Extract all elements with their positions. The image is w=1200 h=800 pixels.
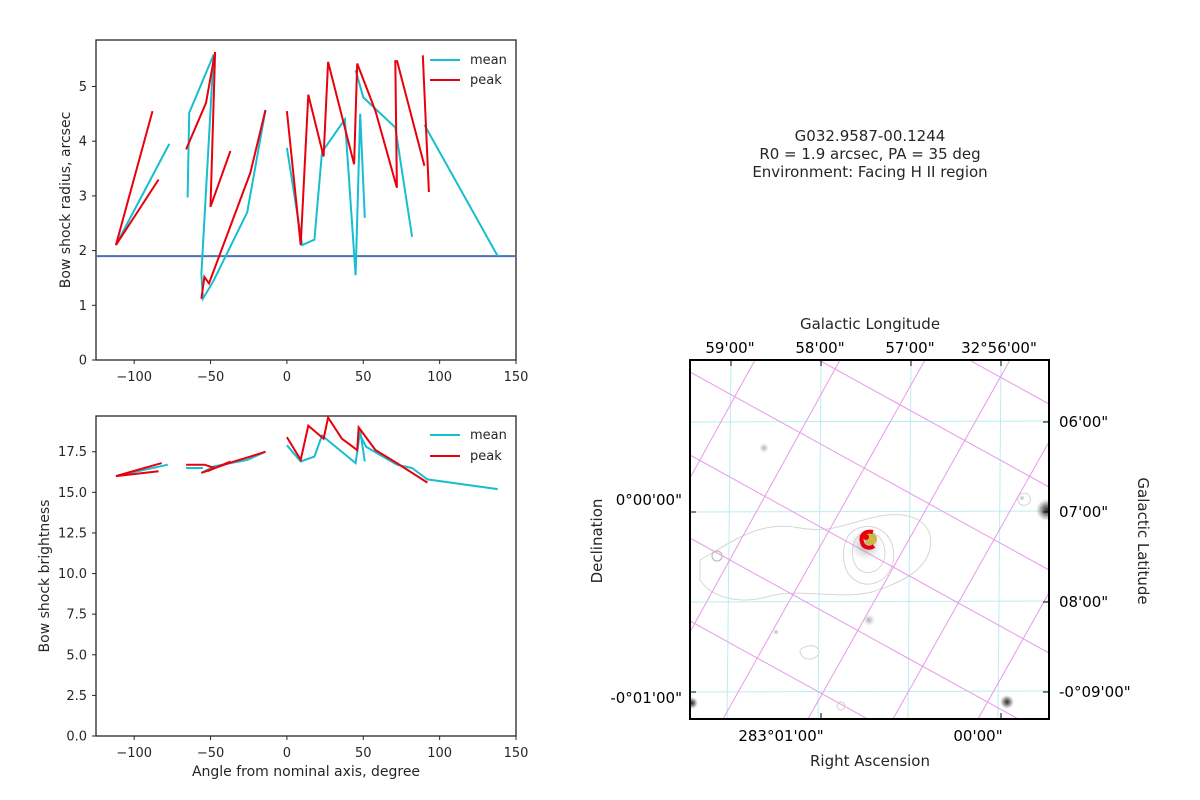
brightness-y-tick-label: 17.5 — [58, 445, 87, 460]
source-name: G032.9587-00.1244 — [795, 127, 946, 145]
brightness-y-tick-label: 2.5 — [66, 689, 87, 704]
glon-tick-label: 59'00" — [705, 339, 754, 357]
radius-series-peak — [114, 51, 430, 299]
glon-axis-label: Galactic Longitude — [800, 315, 940, 333]
sky-frame-ticks — [690, 360, 1049, 719]
source-environment: Environment: Facing H II region — [752, 163, 987, 181]
glat-tick-label: 08'00" — [1059, 593, 1108, 611]
glat-tick-label: 06'00" — [1059, 413, 1108, 431]
glon-tick-label: 32°56'00" — [961, 339, 1037, 357]
brightness-legend-peak-label: peak — [470, 449, 502, 464]
brightness-x-tick-label: −50 — [197, 746, 224, 761]
radius-y-tick-label: 4 — [79, 135, 87, 150]
ra-tick-label: 283°01'00" — [738, 727, 823, 745]
radius-y-tick-label: 3 — [79, 189, 87, 204]
sky-image-panel: 283°01'00" 00'00" 0°00'00" -0°01'00" 59'… — [588, 315, 1152, 770]
galactic-grid — [690, 360, 1049, 719]
radius-x-tick-label: 150 — [504, 370, 529, 385]
radius-x-tick-label: −100 — [116, 370, 152, 385]
ra-axis-label: Right Ascension — [810, 752, 930, 770]
glat-tick-label: -0°09'00" — [1059, 683, 1131, 701]
brightness-y-tick-label: 7.5 — [66, 608, 87, 623]
radius-plot-frame — [95, 39, 517, 361]
brightness-x-tick-label: 150 — [504, 746, 529, 761]
brightness-y-tick-label: 0.0 — [66, 730, 87, 745]
glat-axis-label: Galactic Latitude — [1134, 477, 1152, 604]
brightness-legend: mean peak — [430, 428, 507, 464]
sky-image — [690, 360, 1049, 719]
brightness-x-tick-label: 50 — [355, 746, 372, 761]
radius-y-tick-label: 1 — [79, 299, 87, 314]
brightness-x-tick-label: 0 — [283, 746, 291, 761]
bow-shock-marker — [859, 529, 877, 550]
ra-tick-label: 00'00" — [953, 727, 1002, 745]
radius-x-tick-label: 0 — [283, 370, 291, 385]
brightness-x-tick-label: 100 — [427, 746, 452, 761]
radius-y-tick-label: 2 — [79, 244, 87, 259]
source-parameters: R0 = 1.9 arcsec, PA = 35 deg — [759, 145, 980, 163]
brightness-y-tick-label: 5.0 — [66, 648, 87, 663]
brightness-y-tick-label: 12.5 — [58, 526, 87, 541]
glat-tick-label: 07'00" — [1059, 503, 1108, 521]
brightness-plot-frame — [95, 415, 517, 737]
brightness-series-peak — [115, 416, 428, 484]
radius-y-axis-label: Bow shock radius, arcsec — [58, 112, 74, 289]
radius-legend-peak-label: peak — [470, 73, 502, 88]
brightness-y-tick-label: 15.0 — [58, 486, 87, 501]
glon-tick-label: 58'00" — [795, 339, 844, 357]
radius-panel: −100 −50 0 50 100 150 0 1 2 3 4 5 Bow shock radius,… — [58, 39, 529, 385]
brightness-y-tick-label: 10.0 — [58, 567, 87, 582]
dec-axis-label: Declination — [588, 499, 606, 584]
radius-legend: mean peak — [430, 53, 507, 88]
radius-y-tick-label: 5 — [79, 80, 87, 95]
radius-legend-mean-label: mean — [470, 53, 507, 68]
source-info: G032.9587-00.1244 R0 = 1.9 arcsec, PA = … — [752, 127, 987, 181]
brightness-panel: −100 −50 0 50 100 150 0.0 2.5 5.0 7.5 10.0 12.5 15.0… — [37, 415, 529, 780]
brightness-y-axis-label: Bow shock brightness — [37, 500, 53, 653]
glon-tick-label: 57'00" — [885, 339, 934, 357]
brightness-legend-mean-label: mean — [470, 428, 507, 443]
dec-tick-label: -0°01'00" — [610, 689, 682, 707]
radius-y-tick-label: 0 — [79, 354, 87, 369]
brightness-x-tick-label: −100 — [116, 746, 152, 761]
radius-x-tick-label: 100 — [427, 370, 452, 385]
radius-x-tick-label: −50 — [197, 370, 224, 385]
brightness-x-axis-label: Angle from nominal axis, degree — [192, 764, 420, 780]
dec-tick-label: 0°00'00" — [616, 491, 682, 509]
sky-image-frame — [689, 359, 1050, 720]
radius-x-tick-label: 50 — [355, 370, 372, 385]
